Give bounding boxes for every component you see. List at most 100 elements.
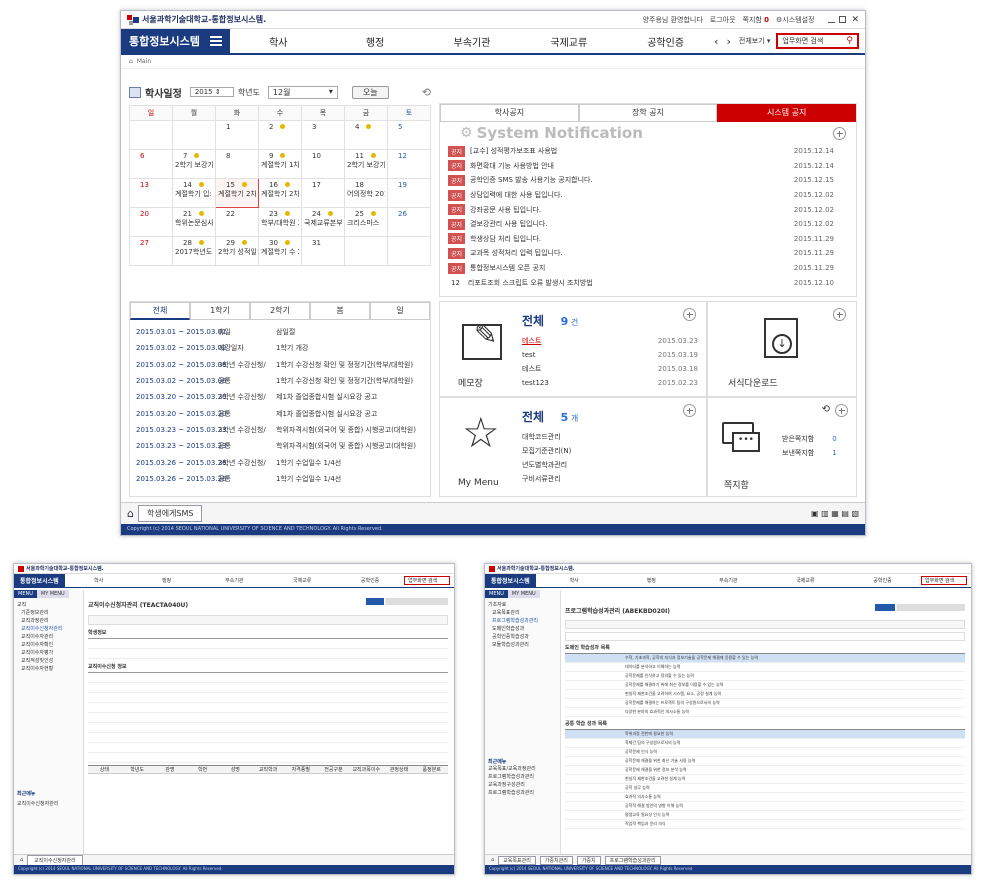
calendar-day[interactable]: 10 <box>301 149 345 179</box>
month-select[interactable]: 12월 ▾ <box>267 85 338 99</box>
calendar-day[interactable]: 1 <box>215 120 259 150</box>
notice-row[interactable]: 공지 상담입력에 대한 사용 팁입니다. 2015.12.02 <box>440 188 856 203</box>
memo-item[interactable]: 테스트 2015.03.18 <box>522 362 698 376</box>
calendar-day[interactable]: 19 <box>387 178 431 208</box>
refresh-icon[interactable]: ⟲ <box>421 85 431 99</box>
sidebar-item[interactable]: 교직이수신청자관리 <box>21 626 63 632</box>
maximize-icon[interactable] <box>839 16 847 23</box>
schedule-row[interactable]: 2015.03.20 ~ 2015.03.20 3학년 수강신청/제1차 졸업종합… <box>136 389 424 405</box>
calendar-day[interactable]: 25 크리스마스 <box>344 207 388 237</box>
menu-admin[interactable]: 행정 <box>161 578 172 584</box>
tab-mymenu[interactable]: MY MENU <box>36 590 69 598</box>
year-stepper[interactable]: 2015 ⇕ <box>189 87 234 97</box>
program-tab[interactable]: 교육목표관리 <box>498 855 536 865</box>
calendar-day[interactable]: 31 <box>301 236 345 266</box>
common-row[interactable]: 공학적 해결 방안의 영향 이해 능력 <box>565 802 965 811</box>
sidebar-item[interactable]: 교직적성및인성 <box>21 658 54 664</box>
home-icon[interactable]: ⌂ <box>20 857 24 863</box>
schedule-row[interactable]: 2015.03.26 ~ 2015.03.26 공통 1학기 수업일수 1/4선 <box>136 471 424 487</box>
notice-row[interactable]: 공지 공학인증 SMS 발송 사용기능 공지합니다. 2015.12.15 <box>440 173 856 188</box>
program-search-box[interactable]: 업무화면 검색 <box>921 576 968 585</box>
calendar-day[interactable] <box>129 120 173 150</box>
calendar-day[interactable]: 22 <box>215 207 259 237</box>
menu-international[interactable]: 국제교류 <box>293 578 312 584</box>
grid-header-cell[interactable]: 관정상태 <box>389 767 409 773</box>
common-row[interactable]: 효과적 의사소통 능력 <box>565 793 965 802</box>
schedule-row[interactable]: 2015.03.01 ~ 2015.03.01 휴일 삼일절 <box>136 324 424 340</box>
tab-scholarship-notice[interactable]: 장학 공지 <box>578 104 718 122</box>
brand[interactable]: 통합정보시스템 <box>121 29 230 53</box>
teacher-apply-form[interactable] <box>88 672 448 763</box>
calendar-day[interactable]: 14 계절학기 입: <box>172 178 216 208</box>
calendar-day[interactable]: 15 계절학기 2차 <box>215 178 259 208</box>
menu-affiliated[interactable]: 부속기관 <box>225 578 244 584</box>
sidebar-item[interactable]: 교직이수자관리 <box>21 634 54 640</box>
sidebar-item[interactable]: 기준정보관리 <box>21 610 49 616</box>
common-row[interactable]: 직업적 책임과 윤리 의식 <box>565 820 965 829</box>
hamburger-icon[interactable] <box>209 34 222 48</box>
menu-academic[interactable]: 학사 <box>93 578 104 584</box>
notice-row[interactable]: 공지 [교수] 성적평가보조표 사용법 2015.12.14 <box>440 144 856 159</box>
program-filter-row[interactable] <box>565 620 965 629</box>
layout-icons[interactable]: ▣ ▥ ▦ ▤ ▧ <box>811 509 859 518</box>
recent-menu-item[interactable]: 교직이수신청자관리 <box>17 801 59 807</box>
close-icon[interactable]: ✕ <box>851 14 859 25</box>
schedule-tab[interactable]: 봄 <box>310 302 370 320</box>
notice-row[interactable]: 공지 교과목 성적처리 입력 팁입니다. 2015.11.29 <box>440 246 856 261</box>
domain-row[interactable]: 공학문제를 해결하기 위해 최신 정보를 이용할 수 있는 능력 <box>565 681 965 690</box>
view-all-dropdown[interactable]: 전체보기 ▾ <box>738 37 771 45</box>
recent-menu-item[interactable]: 교육목표/교육과정관리 <box>488 766 536 772</box>
grid-header-cell[interactable]: 품정본로 <box>422 767 441 773</box>
add-memo-icon[interactable] <box>683 308 696 321</box>
search-box[interactable]: 업무화면 검색 ⚲ <box>776 33 859 49</box>
teacher-search-box[interactable]: 업무화면 검색 <box>404 576 451 585</box>
sent-row[interactable]: 보낸쪽지함 1 <box>782 448 837 458</box>
schedule-row[interactable]: 2015.03.02 ~ 2015.03.02 개강일자 1학기 개강 <box>136 340 424 356</box>
tab-menu[interactable]: MENU <box>14 590 37 598</box>
domain-row[interactable]: 공학문제를 인식하고 정의할 수 있는 능력 <box>565 672 965 681</box>
grid-header-cell[interactable]: 학번 <box>197 767 208 773</box>
notice-row[interactable]: 공지 학생상담 처리 팁입니다. 2015.11.29 <box>440 232 856 247</box>
schedule-row[interactable]: 2015.03.02 ~ 2015.03.06 3학년 수강신청/1학기 수강신청… <box>136 357 424 373</box>
home-icon[interactable]: ⌂ <box>127 507 134 520</box>
common-row[interactable]: 공학 실무 능력 <box>565 784 965 793</box>
sidebar-item[interactable]: 교직이수자평가 <box>21 650 54 656</box>
program-tab[interactable]: 가중치 <box>576 855 601 865</box>
menu-accreditation[interactable]: 공학인증 <box>360 578 380 584</box>
menu-affiliated[interactable]: 부속기관 <box>719 578 738 584</box>
menu-academic[interactable]: 학사 <box>269 37 288 49</box>
calendar-day[interactable]: 24 국제교류본부 <box>301 207 345 237</box>
sidebar-item[interactable]: 기초자료 <box>488 602 507 608</box>
chevron-left-icon[interactable]: ‹ <box>714 34 719 48</box>
grid-header-cell[interactable]: 자격종별 <box>291 767 310 773</box>
grid-header-cell[interactable]: 성명 <box>230 767 240 773</box>
teacher-action-buttons[interactable] <box>366 598 448 605</box>
minimize-icon[interactable] <box>828 16 836 23</box>
add-mymenu-icon[interactable] <box>683 404 696 417</box>
menu-affiliated[interactable]: 부속기관 <box>453 37 491 49</box>
settings-link[interactable]: ⚙시스템설정 <box>776 15 814 25</box>
common-row[interactable]: 현실적 제한조건을 고려한 설계 능력 <box>565 775 965 784</box>
sidebar-item[interactable]: 공학인증학습성과 <box>492 634 529 640</box>
calendar-day[interactable]: 28 2017학년도 <box>172 236 216 266</box>
today-button[interactable]: 오늘 <box>351 85 389 99</box>
schedule-tab[interactable]: 1학기 <box>190 302 250 320</box>
recent-menu-item[interactable]: 프로그램학습성과관리 <box>488 790 535 796</box>
calendar-day[interactable]: 4 <box>344 120 388 150</box>
calendar-day[interactable]: 5 <box>387 120 431 150</box>
notice-row[interactable]: 공지 결보강관리 사용 팁입니다. 2015.12.02 <box>440 217 856 232</box>
sidebar-item[interactable]: 교직과정관리 <box>21 618 49 624</box>
calendar-day[interactable]: 12 <box>387 149 431 179</box>
domain-row[interactable]: 공학문제를 해결하는 프로젝트 팀의 구성원으로서의 능력 <box>565 699 965 708</box>
domain-row[interactable]: 다양한 분야의 효과적인 의사소통 능력 <box>565 708 965 717</box>
memo-item[interactable]: test 2015.03.19 <box>522 348 698 362</box>
sidebar-item[interactable]: 교육목표관리 <box>492 610 520 616</box>
notice-row[interactable]: 공지 강좌공문 사용 팁입니다. 2015.12.02 <box>440 202 856 217</box>
calendar-day[interactable]: 17 <box>301 178 345 208</box>
calendar-day[interactable]: 26 <box>387 207 431 237</box>
tab-menu[interactable]: MENU <box>485 590 508 598</box>
schedule-tab[interactable]: 일 <box>370 302 430 320</box>
program-action-buttons[interactable] <box>875 604 965 611</box>
calendar-day[interactable]: 27 <box>129 236 173 266</box>
mymenu-item[interactable]: 년도별학과관리 <box>522 461 568 469</box>
